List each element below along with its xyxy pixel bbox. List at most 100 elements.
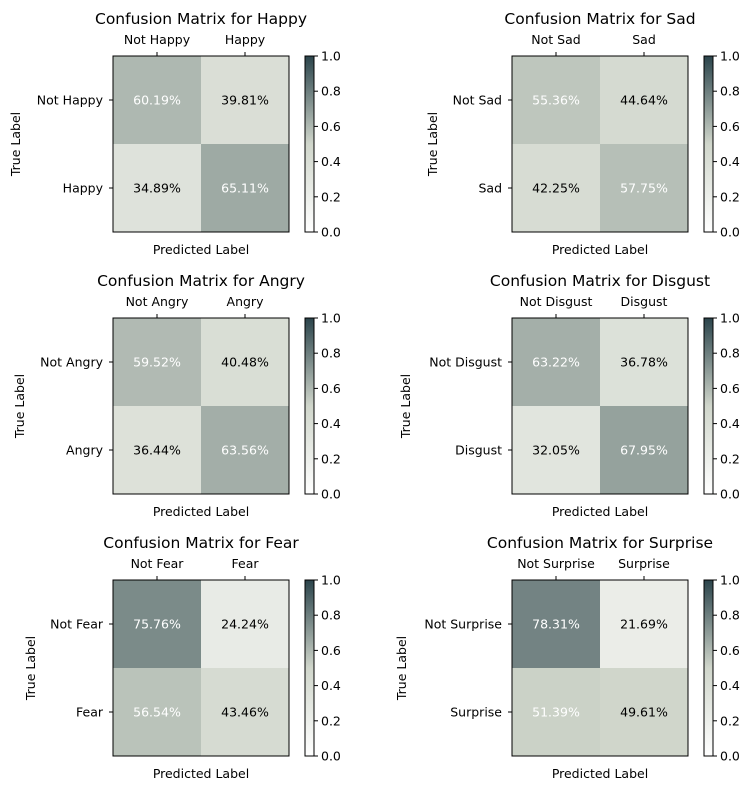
cell-value-label: 24.24%: [221, 617, 269, 632]
cell-value-label: 51.39%: [532, 705, 580, 720]
x-axis-label: Predicted Label: [153, 766, 249, 781]
x-tick-label: Not Disgust: [520, 294, 593, 309]
confusion-matrix-panel: Confusion Matrix for Angry 59.52% 40.48% 36…: [12, 272, 341, 519]
colorbar: [703, 579, 714, 757]
colorbar-tick-label: 0.2: [720, 189, 740, 204]
heatmap-cell: [512, 406, 600, 494]
heatmap-cell: [512, 144, 600, 232]
y-tick-label: Not Surprise: [424, 617, 502, 632]
y-axis-label: True Label: [398, 374, 413, 439]
colorbar-tick-label: 1.0: [720, 49, 740, 64]
colorbar-tick-label: 0.2: [321, 189, 341, 204]
cell-value-label: 56.54%: [133, 705, 181, 720]
heatmap-cell: [201, 144, 289, 232]
chart-title: Confusion Matrix for Sad: [504, 10, 695, 28]
heatmap-cell: [600, 56, 688, 144]
y-tick-label: Not Fear: [50, 617, 104, 632]
colorbar-tick-label: 0.6: [720, 643, 740, 658]
x-tick-label: Angry: [227, 294, 265, 309]
chart-title: Confusion Matrix for Happy: [95, 10, 307, 28]
colorbar-tick-label: 1.0: [720, 311, 740, 326]
confusion-matrix-panel: Confusion Matrix for Surprise 78.31% 21.69…: [394, 534, 740, 781]
heatmap-cell: [600, 406, 688, 494]
colorbar-tick-label: 0.0: [720, 225, 740, 240]
colorbar-tick-label: 0.2: [720, 451, 740, 466]
colorbar-tick-label: 0.8: [321, 84, 341, 99]
x-axis-label: Predicted Label: [153, 504, 249, 519]
y-tick-label: Surprise: [450, 705, 502, 720]
cell-value-label: 21.69%: [620, 617, 668, 632]
colorbar-tick-label: 0.0: [321, 749, 341, 764]
heatmap-cell: [201, 56, 289, 144]
heatmap-cell: [113, 318, 201, 406]
heatmap-cell: [113, 668, 201, 756]
y-tick-label: Happy: [63, 181, 104, 196]
heatmap-cell: [201, 668, 289, 756]
confusion-matrix-panel: Confusion Matrix for Happy 60.19% 39.81% 34…: [8, 10, 341, 257]
x-tick-label: Not Sad: [531, 32, 580, 47]
colorbar: [703, 317, 714, 495]
cell-value-label: 36.78%: [620, 355, 668, 370]
colorbar-tick-label: 0.4: [720, 154, 740, 169]
cell-value-label: 39.81%: [221, 93, 269, 108]
y-tick-label: Fear: [76, 705, 104, 720]
cell-value-label: 40.48%: [221, 355, 269, 370]
cell-value-label: 63.56%: [221, 443, 269, 458]
x-tick-label: Disgust: [621, 294, 668, 309]
colorbar-tick-label: 0.8: [720, 608, 740, 623]
colorbar-tick-label: 0.6: [720, 119, 740, 134]
colorbar-tick-label: 0.0: [720, 487, 740, 502]
colorbar-tick-label: 0.8: [720, 84, 740, 99]
heatmap-cell: [201, 406, 289, 494]
x-axis-label: Predicted Label: [153, 242, 249, 257]
heatmap-cell: [600, 318, 688, 406]
plot-frame: [112, 317, 290, 495]
colorbar-tick-label: 0.0: [321, 225, 341, 240]
heatmap-cell: [600, 144, 688, 232]
heatmap-cell: [512, 668, 600, 756]
x-axis-label: Predicted Label: [552, 766, 648, 781]
colorbar: [304, 579, 315, 757]
colorbar-tick-label: 0.4: [321, 154, 341, 169]
x-tick-label: Fear: [232, 556, 260, 571]
colorbar-tick-label: 0.6: [321, 643, 341, 658]
cell-value-label: 67.95%: [620, 443, 668, 458]
colorbar-tick-label: 0.8: [720, 346, 740, 361]
colorbar-tick-label: 0.6: [321, 119, 341, 134]
cell-value-label: 44.64%: [620, 93, 668, 108]
heatmap-cell: [113, 56, 201, 144]
colorbar-tick-label: 0.8: [321, 346, 341, 361]
plot-frame: [511, 317, 689, 495]
colorbar-tick-label: 0.4: [720, 416, 740, 431]
y-tick-label: Not Happy: [37, 93, 104, 108]
cell-value-label: 75.76%: [133, 617, 181, 632]
y-tick-label: Not Sad: [453, 93, 502, 108]
heatmap-cell: [201, 318, 289, 406]
colorbar-tick-label: 0.2: [321, 451, 341, 466]
y-axis-label: True Label: [394, 636, 409, 701]
chart-title: Confusion Matrix for Angry: [97, 272, 305, 290]
heatmap-cell: [512, 580, 600, 668]
x-tick-label: Not Angry: [126, 294, 189, 309]
colorbar-tick-label: 0.4: [321, 678, 341, 693]
colorbar-tick-label: 0.8: [321, 608, 341, 623]
heatmap-cell: [600, 668, 688, 756]
confusion-matrix-panel: Confusion Matrix for Disgust 63.22% 36.78%…: [398, 272, 740, 519]
cell-value-label: 32.05%: [532, 443, 580, 458]
chart-title: Confusion Matrix for Fear: [103, 534, 299, 552]
colorbar-tick-label: 0.2: [720, 713, 740, 728]
heatmap-cell: [512, 318, 600, 406]
heatmap-cell: [113, 580, 201, 668]
heatmap-cell: [113, 144, 201, 232]
colorbar-tick-label: 0.4: [720, 678, 740, 693]
y-tick-label: Not Disgust: [429, 355, 502, 370]
colorbar-tick-label: 1.0: [321, 49, 341, 64]
chart-title: Confusion Matrix for Disgust: [490, 272, 710, 290]
y-axis-label: True Label: [425, 112, 440, 177]
cell-value-label: 78.31%: [532, 617, 580, 632]
x-axis-label: Predicted Label: [552, 242, 648, 257]
confusion-matrix-panel: Confusion Matrix for Sad 55.36% 44.64% 42.2…: [425, 10, 740, 257]
x-tick-label: Not Fear: [131, 556, 185, 571]
cell-value-label: 42.25%: [532, 181, 580, 196]
